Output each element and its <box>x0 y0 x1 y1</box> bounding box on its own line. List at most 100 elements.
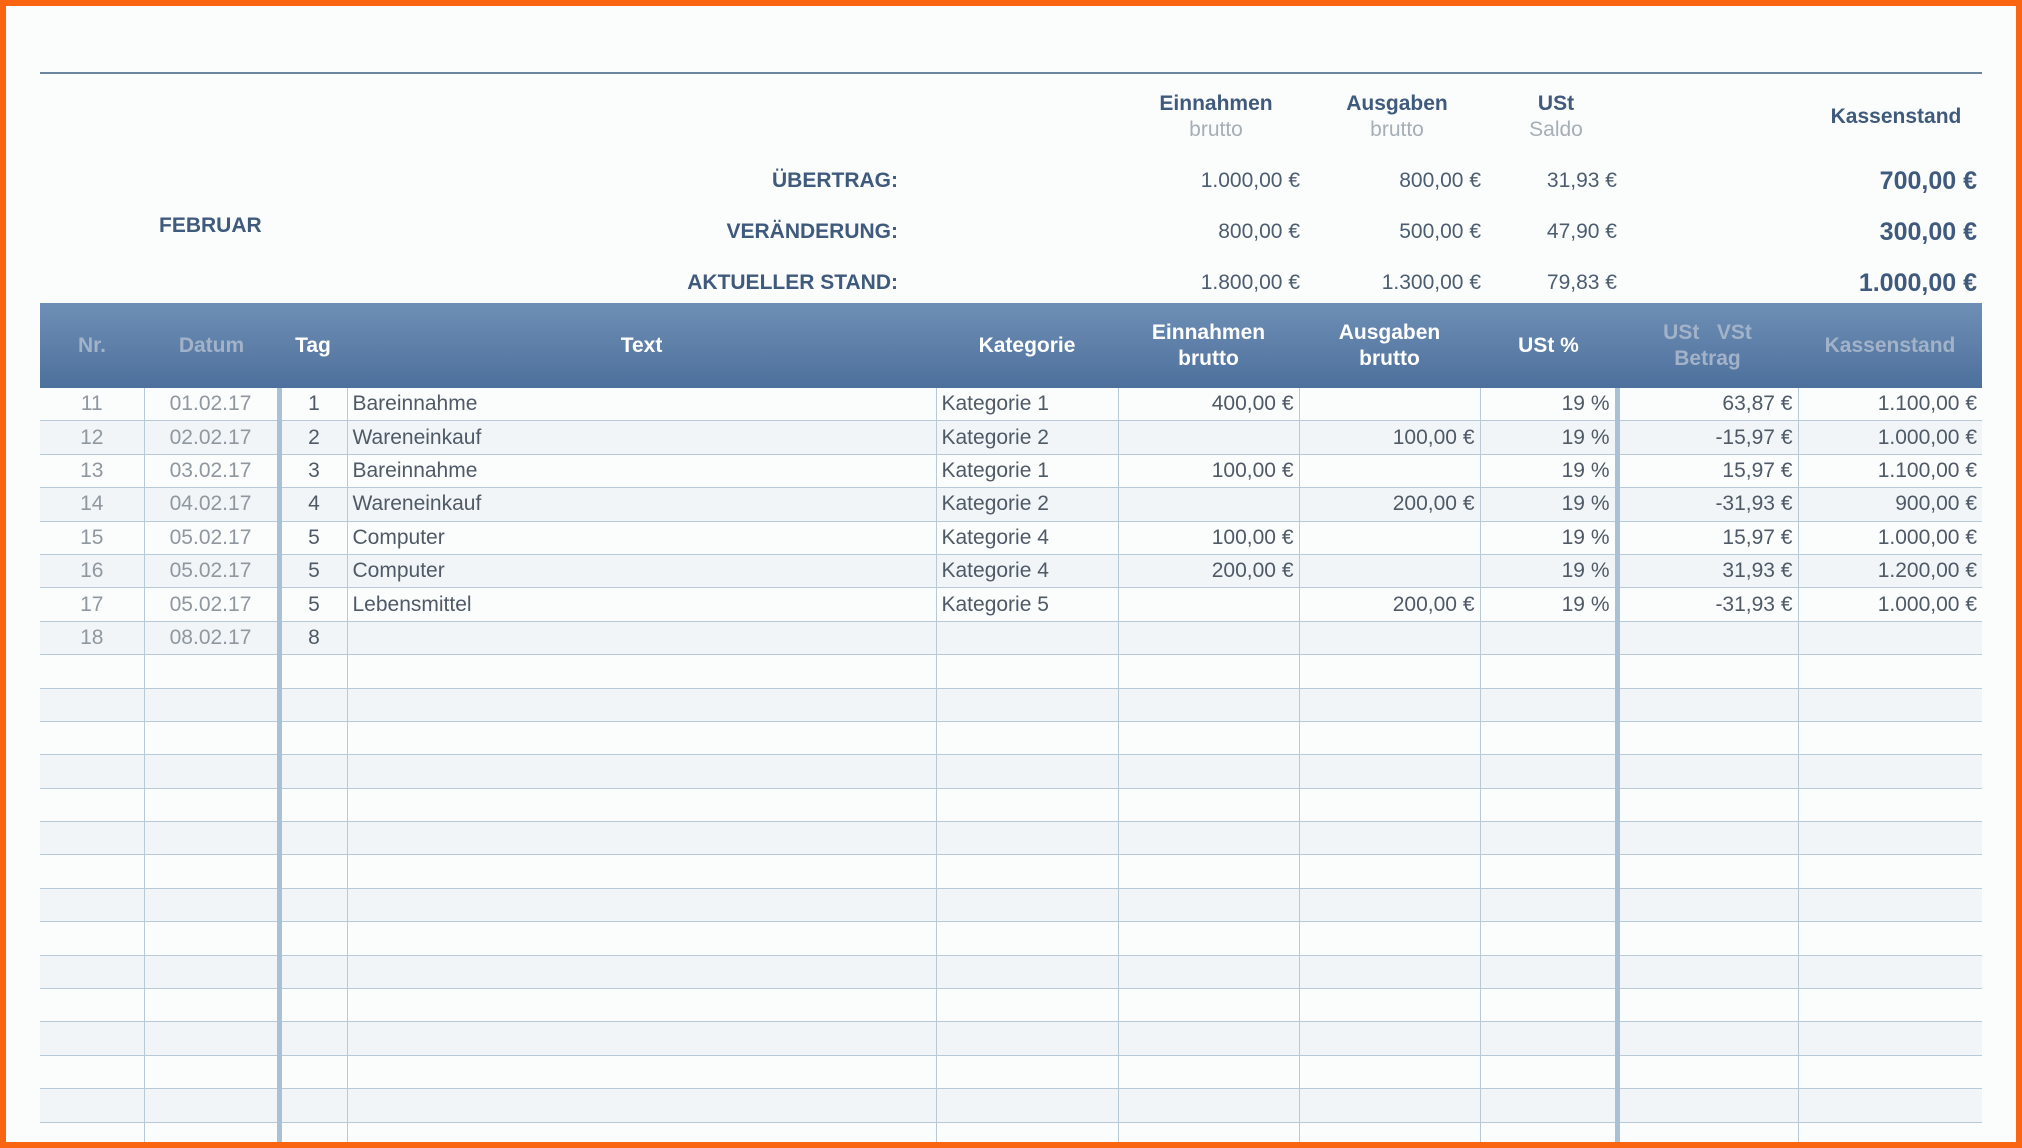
header-ust-betrag[interactable]: USt VSt Betrag <box>1617 303 1798 388</box>
cell-text[interactable] <box>346 721 937 756</box>
cell-tag[interactable] <box>278 754 348 789</box>
cell-datum[interactable] <box>143 721 282 756</box>
cell-datum[interactable]: 02.02.17 <box>143 420 282 455</box>
cell-ust-pct[interactable] <box>1479 688 1620 722</box>
cell-einnahmen[interactable] <box>1117 788 1300 823</box>
cell-einnahmen[interactable] <box>1117 888 1300 923</box>
cell-tag[interactable]: 5 <box>278 554 348 589</box>
cell-einnahmen[interactable] <box>1117 1088 1300 1123</box>
cell-ust-pct[interactable]: 19 % <box>1479 521 1620 555</box>
cell-datum[interactable] <box>143 688 282 722</box>
cell-kategorie[interactable] <box>935 688 1119 722</box>
cell-tag[interactable]: 8 <box>278 621 348 656</box>
cell-kassenstand[interactable]: 900,00 € <box>1797 487 1982 522</box>
cell-ausgaben[interactable] <box>1298 854 1481 889</box>
cell-nr[interactable]: 13 <box>40 454 145 489</box>
cell-text[interactable] <box>346 754 937 789</box>
cell-ust-betrag[interactable] <box>1616 854 1799 889</box>
cell-tag[interactable] <box>278 1055 348 1090</box>
cell-text[interactable]: Bareinnahme <box>346 388 937 422</box>
cell-kassenstand[interactable] <box>1797 821 1982 856</box>
cell-kategorie[interactable] <box>935 754 1119 789</box>
cell-text[interactable]: Bareinnahme <box>346 454 937 489</box>
cell-kategorie[interactable] <box>935 621 1119 656</box>
cell-text[interactable] <box>346 921 937 956</box>
cell-ust-betrag[interactable] <box>1616 654 1799 689</box>
cell-ust-betrag[interactable] <box>1616 1088 1799 1123</box>
cell-kategorie[interactable] <box>935 721 1119 756</box>
cell-ausgaben[interactable] <box>1298 1021 1481 1056</box>
cell-tag[interactable] <box>278 1021 348 1056</box>
cell-nr[interactable]: 15 <box>40 521 145 555</box>
cell-kassenstand[interactable] <box>1797 621 1982 656</box>
cell-tag[interactable]: 2 <box>278 420 348 455</box>
cell-datum[interactable] <box>143 1088 282 1123</box>
cell-tag[interactable] <box>278 654 348 689</box>
cell-tag[interactable]: 5 <box>278 587 348 622</box>
cell-ust-betrag[interactable] <box>1616 821 1799 856</box>
cell-ust-pct[interactable]: 19 % <box>1479 388 1620 422</box>
cell-ust-pct[interactable] <box>1479 921 1620 956</box>
cell-einnahmen[interactable] <box>1117 654 1300 689</box>
cell-einnahmen[interactable]: 100,00 € <box>1117 454 1300 489</box>
cell-tag[interactable] <box>278 688 348 722</box>
cell-nr[interactable] <box>40 1021 145 1056</box>
cell-ausgaben[interactable] <box>1298 955 1481 990</box>
cell-ausgaben[interactable] <box>1298 388 1481 422</box>
cell-kassenstand[interactable] <box>1797 688 1982 722</box>
cell-text[interactable] <box>346 621 937 656</box>
cell-kategorie[interactable] <box>935 955 1119 990</box>
cell-datum[interactable] <box>143 754 282 789</box>
cell-ausgaben[interactable] <box>1298 688 1481 722</box>
cell-tag[interactable] <box>278 854 348 889</box>
cell-datum[interactable]: 08.02.17 <box>143 621 282 656</box>
cell-text[interactable] <box>346 1021 937 1056</box>
cell-ausgaben[interactable] <box>1298 554 1481 589</box>
cell-ust-betrag[interactable] <box>1616 688 1799 722</box>
cell-einnahmen[interactable] <box>1117 1055 1300 1090</box>
cell-ausgaben[interactable] <box>1298 754 1481 789</box>
cell-kassenstand[interactable] <box>1797 1088 1982 1123</box>
cell-ust-betrag[interactable] <box>1616 754 1799 789</box>
cell-text[interactable] <box>346 688 937 722</box>
cell-einnahmen[interactable]: 100,00 € <box>1117 521 1300 555</box>
cell-einnahmen[interactable] <box>1117 1122 1300 1142</box>
cell-nr[interactable] <box>40 888 145 923</box>
cell-ust-pct[interactable] <box>1479 721 1620 756</box>
cell-kategorie[interactable] <box>935 921 1119 956</box>
cell-tag[interactable] <box>278 788 348 823</box>
cell-ust-pct[interactable] <box>1479 1088 1620 1123</box>
cell-einnahmen[interactable] <box>1117 1021 1300 1056</box>
cell-text[interactable] <box>346 1088 937 1123</box>
cell-nr[interactable] <box>40 754 145 789</box>
cell-text[interactable] <box>346 1122 937 1142</box>
cell-ausgaben[interactable]: 200,00 € <box>1298 587 1481 622</box>
cell-tag[interactable]: 4 <box>278 487 348 522</box>
cell-kategorie[interactable] <box>935 988 1119 1023</box>
cell-datum[interactable] <box>143 1021 282 1056</box>
cell-kassenstand[interactable] <box>1797 654 1982 689</box>
cell-nr[interactable] <box>40 688 145 722</box>
cell-datum[interactable]: 03.02.17 <box>143 454 282 489</box>
cell-ust-pct[interactable] <box>1479 1021 1620 1056</box>
cell-nr[interactable] <box>40 988 145 1023</box>
cell-nr[interactable]: 17 <box>40 587 145 622</box>
cell-ust-pct[interactable]: 19 % <box>1479 420 1620 455</box>
cell-text[interactable]: Wareneinkauf <box>346 420 937 455</box>
cell-nr[interactable]: 14 <box>40 487 145 522</box>
cell-nr[interactable] <box>40 654 145 689</box>
cell-text[interactable] <box>346 988 937 1023</box>
cell-ausgaben[interactable] <box>1298 654 1481 689</box>
cell-kategorie[interactable] <box>935 888 1119 923</box>
cell-ust-pct[interactable] <box>1479 621 1620 656</box>
cell-datum[interactable] <box>143 821 282 856</box>
cell-nr[interactable] <box>40 1122 145 1142</box>
cell-einnahmen[interactable]: 200,00 € <box>1117 554 1300 589</box>
cell-einnahmen[interactable] <box>1117 988 1300 1023</box>
cell-datum[interactable] <box>143 788 282 823</box>
cell-ausgaben[interactable] <box>1298 888 1481 923</box>
cell-datum[interactable]: 04.02.17 <box>143 487 282 522</box>
cell-ust-betrag[interactable] <box>1616 955 1799 990</box>
cell-text[interactable]: Computer <box>346 554 937 589</box>
cell-kassenstand[interactable]: 1.000,00 € <box>1797 587 1982 622</box>
